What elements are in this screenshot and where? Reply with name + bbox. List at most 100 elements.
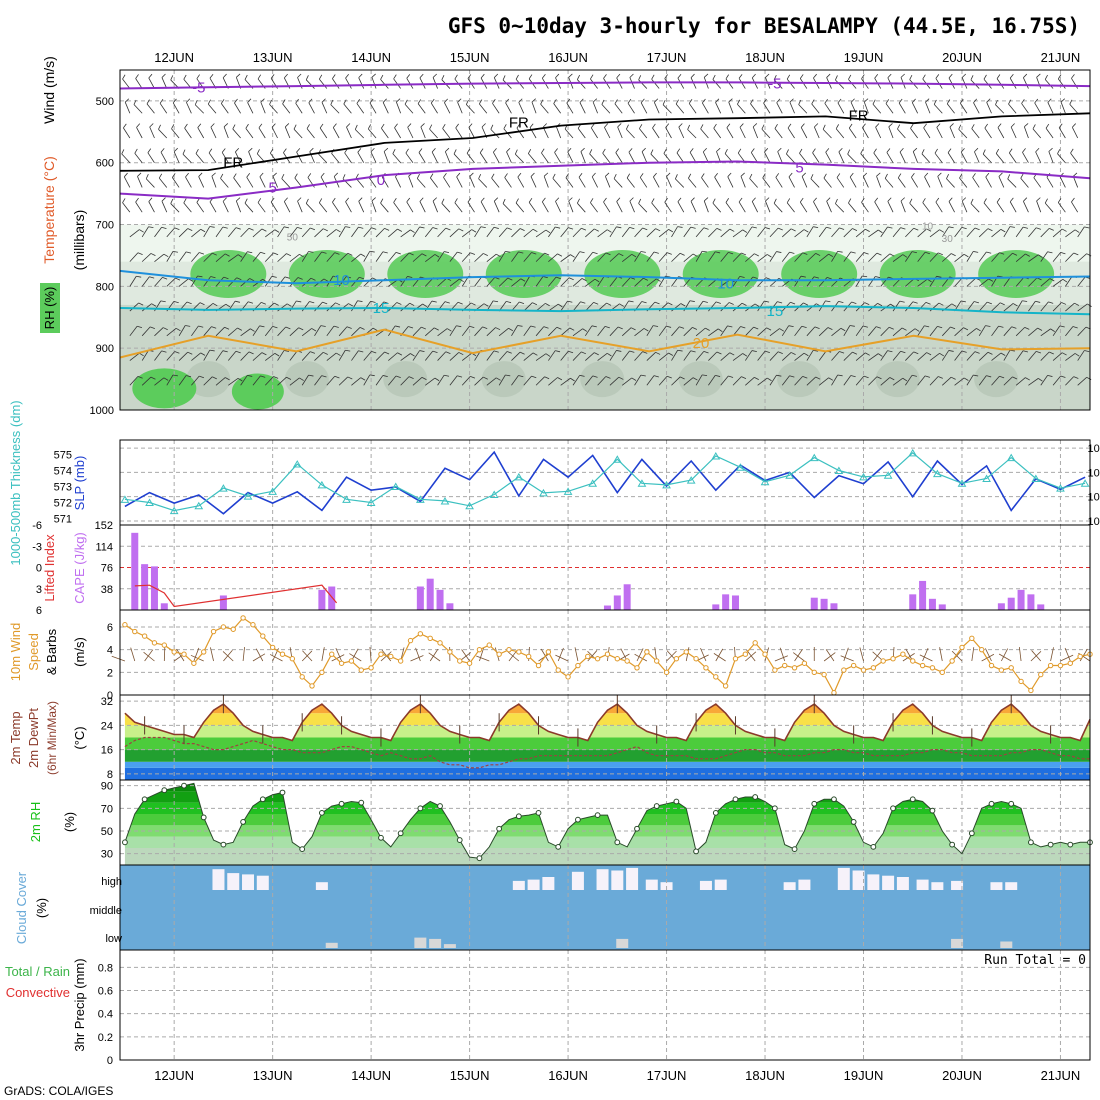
wind-barb-flag — [581, 351, 587, 355]
wind-barb-flag — [739, 123, 744, 128]
wind-barb-flag — [469, 325, 475, 329]
wind-barb-flag — [656, 278, 661, 282]
wind-barb — [535, 353, 547, 361]
wind-barb-flag — [172, 173, 176, 178]
wind-barb — [541, 201, 549, 213]
wind-barb-flag — [158, 124, 161, 130]
wind-barb-flag — [1058, 123, 1063, 128]
rh-marker — [870, 843, 877, 850]
wind-barb-flag — [293, 124, 297, 130]
wind-barb-flag — [380, 198, 384, 204]
wind-barb — [184, 127, 192, 139]
wind-barb-flag — [356, 99, 361, 104]
wind-barb — [430, 177, 438, 188]
wind-barb-flag — [310, 351, 316, 354]
wind-barb — [966, 277, 976, 287]
wind-barb-flag — [643, 328, 649, 332]
wind-barb-flag — [421, 326, 427, 330]
wind-barb — [1033, 177, 1042, 188]
wind-barb — [466, 153, 475, 163]
wind-barb-flag — [248, 227, 254, 231]
cloud-low-bar — [414, 937, 427, 948]
wind-barb — [991, 252, 1000, 262]
wind-barb — [831, 351, 840, 361]
wind-barb — [548, 226, 556, 238]
wind-barb-flag — [826, 226, 832, 229]
wind-barb — [951, 650, 963, 662]
wind-barb-flag — [702, 98, 706, 104]
bottom-date-label: 13JUN — [253, 1068, 293, 1083]
wind-speed-marker — [555, 667, 561, 673]
wind-barb — [1069, 104, 1078, 114]
wind-barb — [129, 376, 139, 386]
wind-barb-flag — [222, 350, 228, 353]
rh-band — [124, 848, 1090, 865]
wind-barb — [270, 201, 278, 213]
wind-barb-flag — [408, 326, 414, 329]
wind-barb — [868, 376, 878, 386]
wind-barb-flag — [811, 99, 815, 105]
wind-barb-flag — [237, 327, 243, 331]
wind-barb — [794, 376, 803, 386]
wind-barb — [626, 128, 635, 139]
wind-barb — [590, 127, 598, 139]
wind-barb-flag — [172, 250, 178, 253]
wind-barb-flag — [1060, 375, 1066, 378]
wind-barb-flag — [245, 123, 249, 129]
wind-barb-flag — [456, 325, 462, 328]
wind-barb — [917, 278, 928, 287]
wind-barb — [898, 102, 906, 114]
wind-barb-flag — [334, 252, 340, 255]
wind-barb — [876, 176, 882, 188]
rh-shade-blob — [777, 361, 822, 398]
wind-barb — [248, 151, 254, 163]
wind-barb — [786, 78, 795, 89]
wind-barb-flag — [878, 229, 883, 234]
wind-barb-flag — [518, 98, 523, 103]
wind-barb-flag — [297, 227, 303, 230]
wind-barb-flag — [342, 174, 346, 180]
thickness-marker — [883, 471, 893, 479]
wind-barb — [683, 377, 694, 386]
wind-barb-flag — [505, 374, 511, 377]
wind-barb-flag — [850, 375, 856, 378]
wind-barb — [794, 252, 803, 262]
wind-barb — [683, 226, 692, 238]
wind-barb — [1072, 176, 1079, 188]
wind-barb — [406, 78, 414, 89]
wind-barb-flag — [480, 73, 485, 79]
wind-barb-flag — [309, 301, 315, 304]
wind-barb — [305, 79, 315, 89]
wind-barb-flag — [221, 148, 226, 153]
wind-barb-flag — [815, 376, 821, 380]
wind-barb-flag — [664, 74, 668, 79]
wind-barb-flag — [122, 74, 126, 80]
wind-barb — [991, 352, 1002, 361]
wind-barb-flag — [347, 376, 353, 380]
wind-barb — [425, 377, 436, 386]
wind-barb-flag — [284, 197, 288, 202]
wind-barb — [873, 649, 883, 662]
wind-barb-flag — [445, 227, 451, 231]
wind-barb — [769, 251, 777, 262]
wind-barb — [159, 103, 168, 114]
wind-barb-flag — [1000, 229, 1006, 233]
wind-barb — [1021, 103, 1029, 114]
wind-barb — [265, 353, 276, 361]
thickness-marker — [760, 477, 770, 486]
wind-barb-flag — [553, 99, 557, 104]
wind-barb-flag — [690, 197, 695, 202]
wind-barb-flag — [210, 123, 215, 128]
wind-barb-flag — [741, 302, 747, 306]
wind-barb — [695, 251, 703, 262]
thickness-tick-label: 575 — [54, 449, 72, 461]
wind-barb-flag — [788, 325, 794, 328]
wind-speed-marker — [949, 658, 955, 664]
wind-barb — [628, 151, 635, 163]
wind-barb — [634, 227, 643, 238]
wind-barb — [424, 350, 434, 361]
wind-speed-marker — [250, 622, 256, 628]
wind-barb-flag — [148, 226, 154, 229]
wind-barb — [415, 647, 421, 662]
wind-barb — [338, 226, 346, 238]
